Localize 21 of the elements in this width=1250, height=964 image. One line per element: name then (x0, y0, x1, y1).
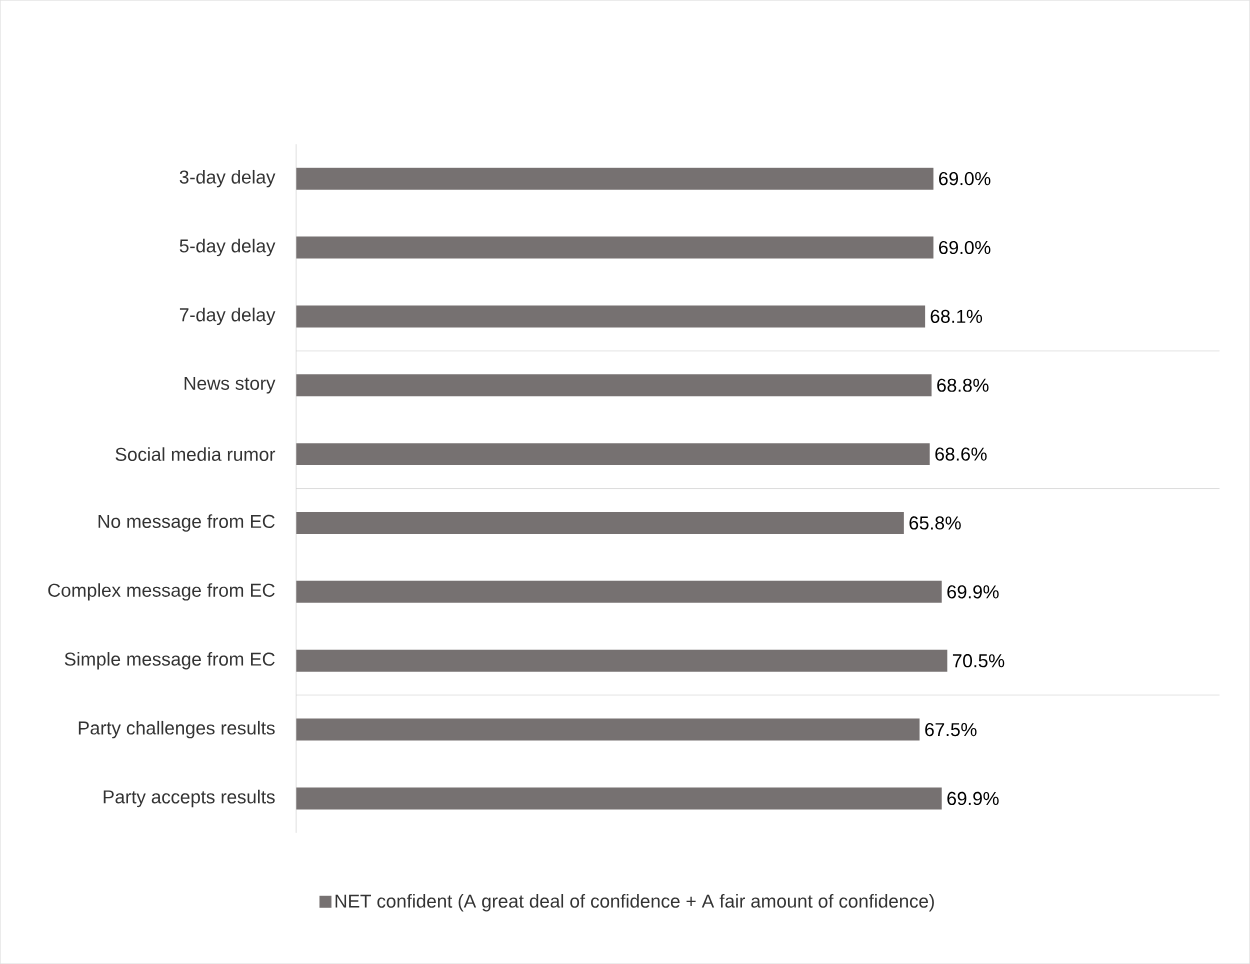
legend-label: NET confident (A great deal of confidence + A fair amount of confidence) (335, 893, 934, 912)
y-tick-label: News story (184, 376, 276, 394)
y-tick-label: Social media rumor (115, 447, 276, 461)
y-tick-label: 7-day delay (179, 307, 276, 326)
data-label: 69.9% (947, 585, 999, 599)
data-label: 68.8% (937, 378, 989, 392)
y-tick-label: 3-day delay (179, 169, 276, 188)
data-label: 69.0% (939, 240, 991, 255)
y-tick-label: Complex message from EC (48, 583, 275, 601)
data-label: 70.5% (952, 654, 1005, 668)
data-label: 65.8% (909, 516, 961, 530)
data-label: 67.5% (925, 722, 977, 737)
data-label: 68.1% (930, 309, 983, 323)
data-label: 68.6% (935, 447, 987, 461)
y-tick-label: Party challenges results (78, 720, 275, 739)
y-tick-label: No message from EC (98, 514, 275, 532)
y-tick-label: Simple message from EC (64, 651, 275, 670)
data-label: 69.9% (947, 791, 999, 806)
y-tick-label: 5-day delay (179, 238, 276, 257)
data-label: 69.0% (939, 171, 991, 186)
y-tick-label: Party accepts results (103, 789, 275, 808)
